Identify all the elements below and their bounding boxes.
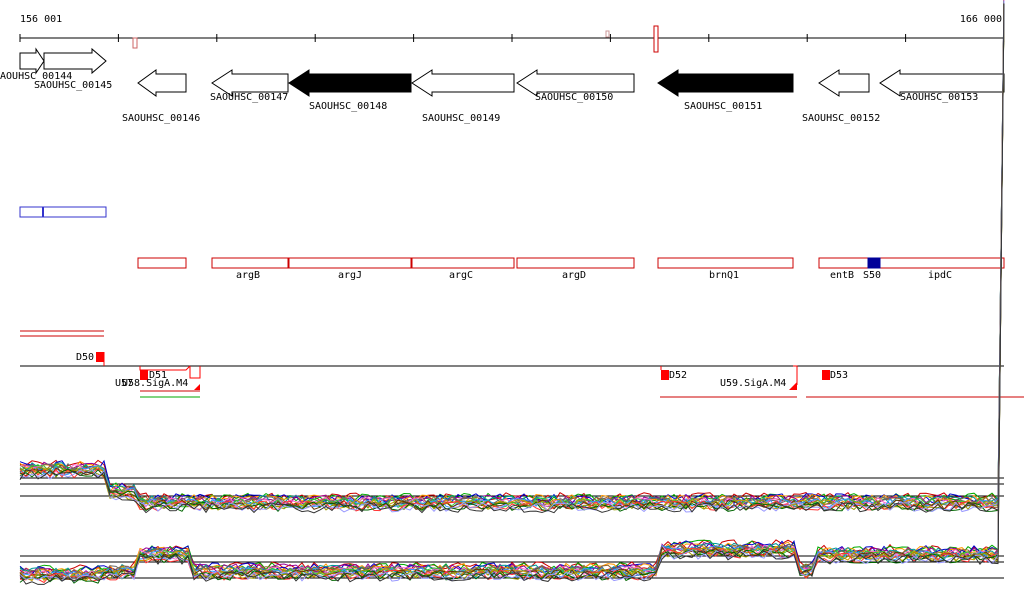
gene-label-sauohsc-00147[interactable]: SAOUHSC_00147 xyxy=(210,92,289,103)
feature-label-u59[interactable]: U59.SigA.M4 xyxy=(720,378,787,389)
annotation-label-argc: argC xyxy=(448,270,474,281)
annotation-label-argd: argD xyxy=(561,270,587,281)
marker-d52[interactable] xyxy=(661,370,669,380)
connector-u59 xyxy=(793,365,798,385)
expression-profile-line xyxy=(19,0,1005,504)
annotation-box-entb-ipdc[interactable] xyxy=(818,257,1005,269)
gene-label-sauohsc-00146[interactable]: SAOUHSC_00146 xyxy=(122,113,201,124)
marker-u59[interactable] xyxy=(789,382,797,390)
feature-label-d50[interactable]: D50 xyxy=(76,352,95,363)
expression-profile-top xyxy=(19,0,1005,514)
annotation-box-brnq1[interactable] xyxy=(657,257,794,269)
feature-label-d53[interactable]: D53 xyxy=(830,370,849,381)
expression-profile-line xyxy=(19,8,1005,512)
annotation-box-argb[interactable] xyxy=(211,257,289,269)
annotation-track xyxy=(137,257,1005,269)
gene-label-sauohsc-00144[interactable]: SAOUHSC_00144 xyxy=(0,71,73,82)
feature-label-u58[interactable]: U58.SigA.M4 xyxy=(122,378,189,389)
blue-feature-box[interactable] xyxy=(19,206,107,218)
annotation-label-ipdc: ipdC xyxy=(927,270,953,281)
gene-arrow-sauohsc-00146[interactable] xyxy=(137,69,187,97)
gene-label-sauohsc-00145[interactable]: SAOUHSC_00145 xyxy=(34,80,113,91)
expression-profile-line xyxy=(19,5,1005,514)
annotation-label-brnq1: brnQ1 xyxy=(708,270,740,281)
gene-label-sauohsc-00148[interactable]: SAOUHSC_00148 xyxy=(309,101,388,112)
gene-label-sauohsc-00150[interactable]: SAOUHSC_00150 xyxy=(535,92,614,103)
ruler-end-label: 166 000 xyxy=(959,14,1002,25)
annotation-label-entb: entB xyxy=(829,270,855,281)
gene-label-sauohsc-00153[interactable]: SAOUHSC_00153 xyxy=(900,92,979,103)
annotation-box-argc[interactable] xyxy=(411,257,515,269)
gene-arrow-sauohsc-00147[interactable] xyxy=(211,69,289,97)
marker-track xyxy=(20,352,1024,398)
special-feature-track xyxy=(19,206,107,218)
marker-u58[interactable] xyxy=(194,384,200,390)
connector-d51 xyxy=(139,365,191,371)
ruler-start-label: 156 001 xyxy=(20,14,63,25)
gene-arrow-sauohsc-00153[interactable] xyxy=(879,69,1005,97)
gene-arrow-sauohsc-00149[interactable] xyxy=(411,69,515,97)
s50-block[interactable] xyxy=(867,257,881,269)
ruler-marker-small[interactable] xyxy=(132,37,138,49)
gene-label-sauohsc-00151[interactable]: SAOUHSC_00151 xyxy=(684,101,763,112)
expression-profile-line xyxy=(19,0,1005,580)
marker-d51[interactable] xyxy=(140,370,148,380)
annotation-box-unnamed[interactable] xyxy=(137,257,187,269)
gene-label-sauohsc-00149[interactable]: SAOUHSC_00149 xyxy=(422,113,501,124)
marker-d50[interactable] xyxy=(96,352,104,362)
annotation-box-argj[interactable] xyxy=(288,257,412,269)
gene-arrow-sauohsc-00150[interactable] xyxy=(516,69,635,97)
gene-arrow-sauohsc-00145[interactable] xyxy=(43,47,107,75)
gene-arrow-sauohsc-00151[interactable] xyxy=(657,69,794,97)
expression-profile-line xyxy=(19,0,1005,513)
feature-label-u57[interactable]: U57 xyxy=(115,378,134,389)
annotation-label-s50: S50 xyxy=(862,270,882,281)
annotation-label-argj: argJ xyxy=(337,270,363,281)
ruler-marker-small[interactable] xyxy=(605,30,610,38)
gene-arrow-sauohsc-00152[interactable] xyxy=(818,69,870,97)
expression-profile-line xyxy=(19,0,1005,578)
expression-profile-bottom xyxy=(19,0,1005,585)
feature-label-d52[interactable]: D52 xyxy=(669,370,688,381)
expression-profile-line xyxy=(19,3,1005,585)
gene-arrow-sauohsc-00144[interactable] xyxy=(19,47,45,75)
red-double-line xyxy=(20,330,104,337)
annotation-label-argb: argB xyxy=(235,270,261,281)
coordinate-ruler xyxy=(19,25,1005,53)
gene-label-sauohsc-00152[interactable]: SAOUHSC_00152 xyxy=(802,113,881,124)
connector-u58 xyxy=(189,366,201,379)
annotation-box-argd[interactable] xyxy=(516,257,635,269)
expression-profile-line xyxy=(19,0,1005,508)
ruler-current-region-marker[interactable] xyxy=(653,25,659,53)
feature-label-d51[interactable]: D51 xyxy=(149,370,168,381)
gene-arrow-sauohsc-00148[interactable] xyxy=(288,69,412,97)
gene-track xyxy=(19,47,1005,97)
marker-d53[interactable] xyxy=(822,370,830,380)
